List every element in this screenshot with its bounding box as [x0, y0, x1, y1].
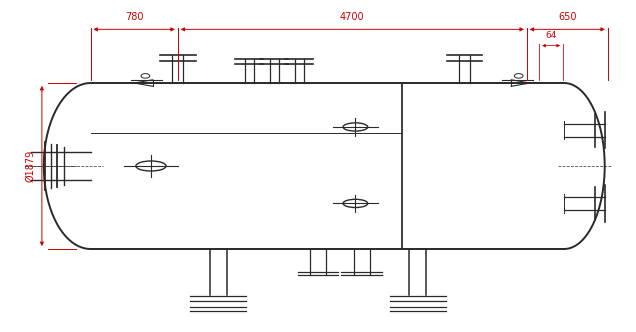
Text: Ø1879: Ø1879: [25, 150, 36, 182]
Text: 780: 780: [125, 12, 143, 22]
Text: 650: 650: [558, 12, 577, 22]
Text: 64: 64: [546, 31, 556, 40]
Text: 4700: 4700: [340, 12, 364, 22]
